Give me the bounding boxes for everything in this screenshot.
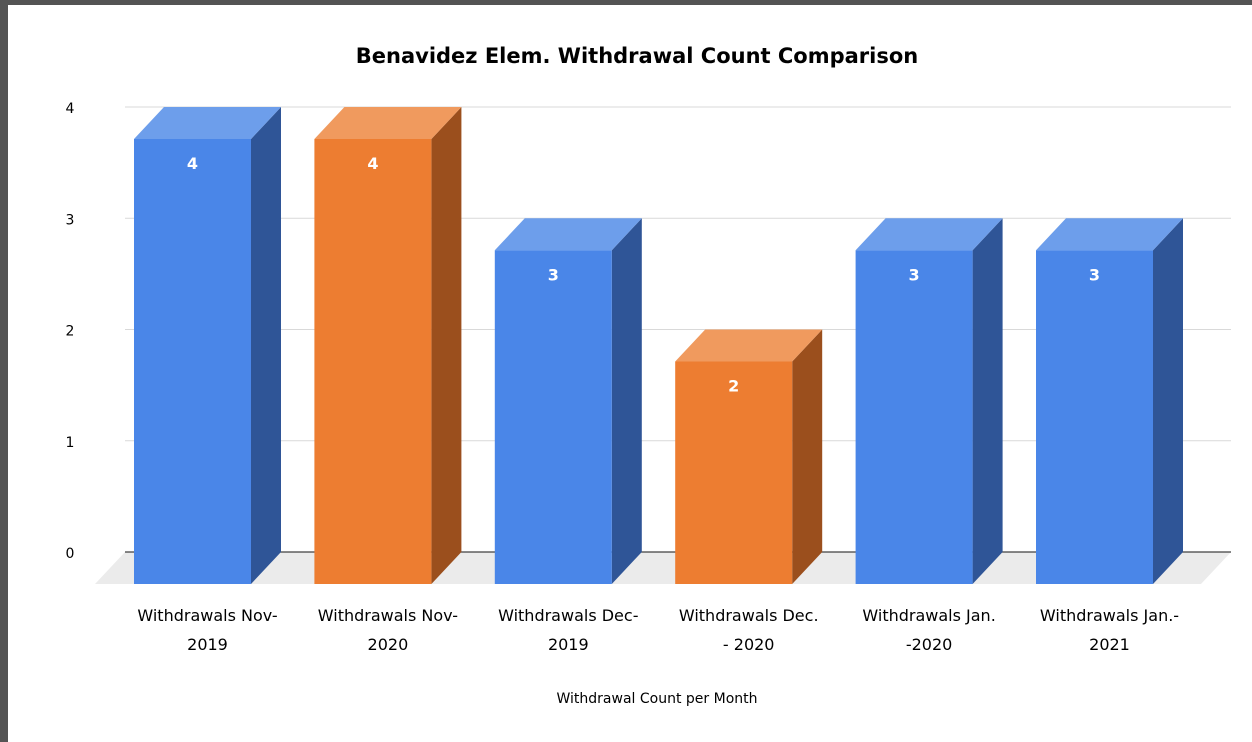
x-axis-title: Withdrawal Count per Month [557,691,758,707]
bar-6: 3 [1036,218,1183,584]
x-tick-label: Withdrawals Nov- [137,606,277,625]
bar-side [611,218,642,584]
bar-3: 3 [494,218,642,584]
bar-side [792,329,823,584]
bar-front [675,361,793,584]
x-tick-label: -2020 [906,635,953,654]
chart-title: Benavidez Elem. Withdrawal Count Compari… [356,44,918,68]
bar-side [1153,218,1183,584]
x-tick-label: 2021 [1089,635,1130,654]
x-tick-label: 2019 [187,635,228,654]
bar-side [972,218,1003,584]
x-tick-label: 2019 [548,635,589,654]
bar-front [314,139,432,584]
x-tick-label: - 2020 [723,635,775,654]
x-tick-label: Withdrawals Jan.- [1040,606,1179,625]
bar-top [675,329,823,362]
y-tick-label: 1 [66,435,75,451]
y-tick-label: 0 [66,546,75,562]
bar-chart: Benavidez Elem. Withdrawal Count Compari… [66,44,1231,707]
bar-5: 3 [855,218,1003,584]
y-tick-label: 2 [66,324,75,340]
data-label: 4 [187,154,198,173]
x-tick-label: Withdrawals Jan. [862,606,995,625]
bar-side [431,107,462,584]
bar-top [494,218,642,251]
bar-top [1036,218,1183,251]
bar-1: 4 [134,107,281,584]
data-label: 2 [728,377,739,396]
bar-2: 4 [314,107,462,584]
x-tick-label: Withdrawals Nov- [318,606,458,625]
data-label: 4 [367,154,378,173]
x-tick-label: Withdrawals Dec. [679,606,819,625]
bar-4: 2 [675,329,823,584]
bar-front [1036,250,1153,584]
bar-front [855,250,973,584]
bar-side [251,107,281,584]
y-tick-label: 4 [66,101,75,117]
data-label: 3 [548,265,559,284]
bar-front [134,139,251,584]
bar-top [314,107,462,139]
chart-frame: Benavidez Elem. Withdrawal Count Compari… [8,5,1252,742]
data-label: 3 [1089,265,1100,284]
bar-top [134,107,281,139]
bar-front [494,250,612,584]
x-tick-label: 2020 [368,635,409,654]
data-label: 3 [909,265,920,284]
x-tick-label: Withdrawals Dec- [498,606,638,625]
y-tick-label: 3 [66,212,75,228]
bar-top [855,218,1003,251]
